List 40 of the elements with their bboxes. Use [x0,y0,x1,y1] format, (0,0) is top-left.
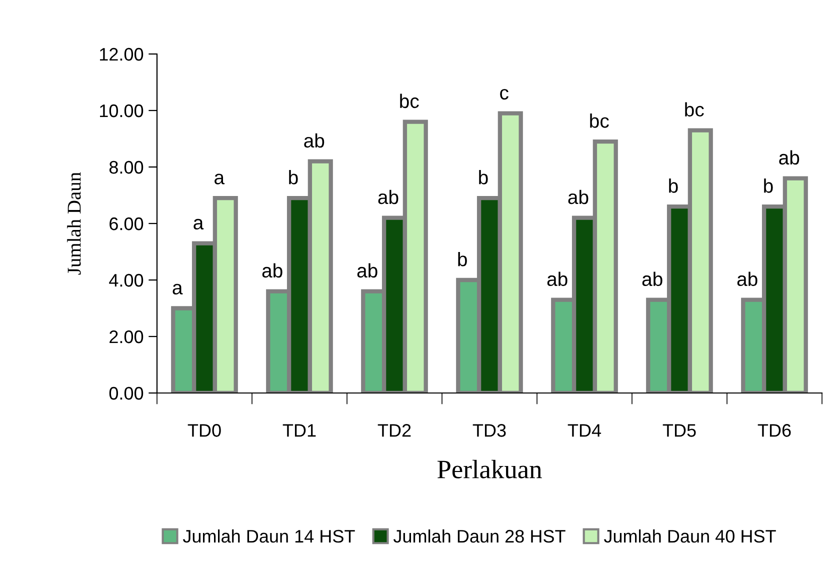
y-tick-label: 2.00 [110,330,144,344]
x-tick-label: TD0 [188,424,221,437]
x-tick-label: TD1 [282,424,316,437]
data-label: b [479,170,488,184]
data-label: b [289,170,298,184]
data-label: bc [590,114,609,128]
x-axis-title: Perlakuan [438,460,542,478]
x-tick-label: TD4 [568,424,602,437]
data-label: a [214,174,225,184]
y-tick-label: 12.00 [100,48,144,61]
y-tick-label: 4.00 [109,274,144,287]
data-label: ab [642,272,662,286]
data-label: ab [378,190,398,204]
x-tick-label: TD6 [758,424,791,437]
data-label: a [194,218,204,230]
y-tick-label: 0.00 [109,386,144,400]
y-tick-label: 8.00 [109,160,144,174]
data-label: b [764,178,773,193]
x-tick-label: TD2 [378,424,411,437]
data-label: c [500,88,508,100]
data-label: b [458,252,467,266]
data-label: ab [779,150,800,165]
legend-label: Jumlah Daun 40 HST [604,529,776,543]
x-tick-label: TD3 [472,424,506,437]
data-label: bc [400,94,419,108]
legend-label: Jumlah Daun 14 HST [182,529,355,543]
y-tick-label: 6.00 [110,217,144,230]
data-label: a [172,284,183,295]
data-label: bc [685,102,704,117]
x-tick-label: TD5 [662,424,696,437]
y-tick-label: 10.00 [100,104,144,118]
data-label: ab [737,272,758,286]
data-label: ab [262,263,282,278]
data-label: b [669,178,678,193]
data-label: ab [547,272,568,286]
legend-label: Jumlah Daun 28 HST [393,529,566,543]
data-label: ab [568,190,588,204]
y-axis-title: Jumlah Daun [67,172,81,275]
data-label: ab [357,263,378,278]
data-label: ab [304,133,324,148]
